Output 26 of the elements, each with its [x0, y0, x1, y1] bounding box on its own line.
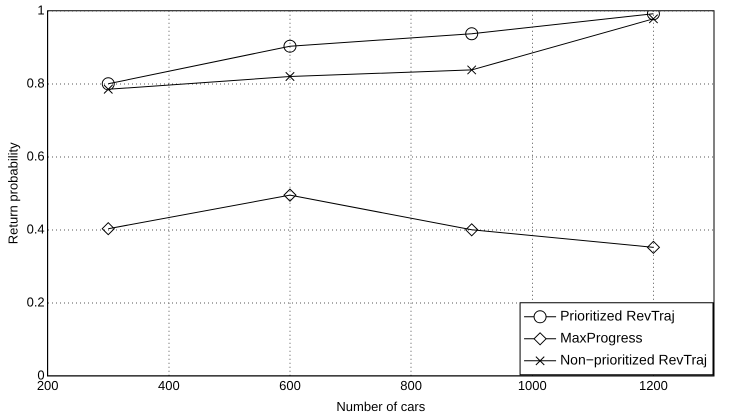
- legend-label: MaxProgress: [560, 330, 643, 346]
- point: [102, 77, 115, 90]
- point: [283, 40, 296, 53]
- x-tick-label: 400: [158, 378, 180, 394]
- point: [465, 223, 478, 236]
- point: [104, 84, 113, 94]
- point: [648, 14, 658, 24]
- y-axis-title: Return probability: [5, 142, 20, 244]
- point: [283, 188, 296, 202]
- point: [465, 27, 478, 40]
- x-tick-label: 1200: [638, 378, 668, 394]
- y-tick-label: 0.2: [26, 294, 45, 310]
- point: [102, 222, 115, 236]
- y-tick-label: 0.6: [26, 148, 45, 164]
- y-tick-label: 0.8: [26, 75, 45, 90]
- point: [646, 240, 660, 254]
- point: [285, 72, 295, 82]
- x-tick-label: 800: [400, 378, 422, 394]
- legend-label: Non−prioritized RevTraj: [560, 352, 708, 368]
- legend-label: Prioritized RevTraj: [560, 308, 675, 324]
- x-tick-label: 600: [279, 378, 301, 394]
- point: [466, 65, 476, 75]
- x-axis-title: Number of cars: [336, 398, 426, 414]
- y-tick-label: 1: [37, 2, 45, 18]
- y-tick-label: 0.4: [26, 221, 45, 236]
- x-tick-label: 1000: [518, 378, 547, 394]
